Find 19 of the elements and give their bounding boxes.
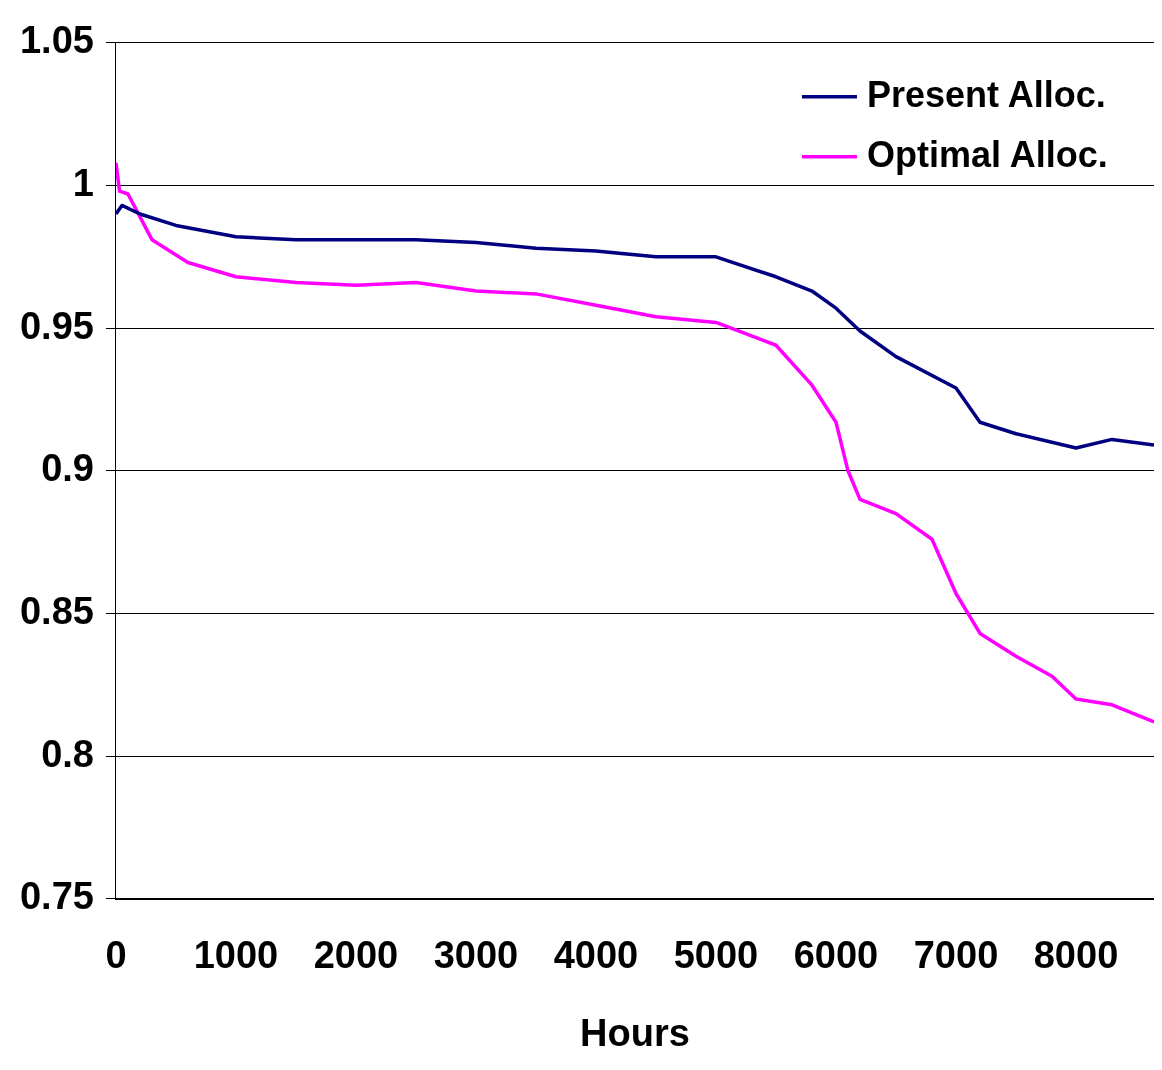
- legend-label: Present Alloc.: [866, 73, 1106, 115]
- x-tick-label: 8000: [1033, 934, 1119, 977]
- y-tick-label: 0.9: [41, 447, 94, 490]
- legend-label: Optimal Alloc.: [866, 133, 1108, 175]
- x-tick-label: 0: [105, 934, 127, 977]
- y-tick-label: 0.95: [19, 304, 94, 347]
- x-tick-label: 4000: [553, 934, 639, 977]
- y-tick-label: 0.85: [19, 589, 94, 632]
- y-tick-label: 1.05: [19, 19, 94, 62]
- x-tick-label: 3000: [433, 934, 519, 977]
- x-tick-label: 5000: [673, 934, 759, 977]
- x-axis-title: Hours: [580, 1011, 690, 1054]
- x-tick-label: 7000: [913, 934, 999, 977]
- x-tick-label: 1000: [193, 934, 279, 977]
- x-tick-label: 6000: [793, 934, 879, 977]
- y-tick-label: 0.8: [41, 732, 94, 775]
- y-tick-label: 1: [72, 161, 94, 204]
- x-tick-label: 2000: [313, 934, 399, 977]
- y-tick-label: 0.75: [19, 875, 94, 918]
